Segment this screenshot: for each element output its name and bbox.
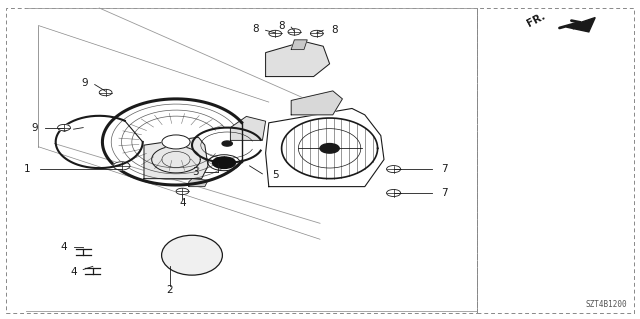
Circle shape: [387, 166, 401, 173]
Circle shape: [288, 29, 301, 35]
Circle shape: [269, 30, 282, 37]
Circle shape: [162, 135, 190, 149]
Polygon shape: [291, 40, 307, 49]
Text: 7: 7: [442, 164, 448, 174]
Text: 4: 4: [179, 198, 186, 208]
Text: 9: 9: [82, 78, 88, 88]
Polygon shape: [266, 41, 330, 77]
Polygon shape: [230, 116, 266, 140]
Text: 3: 3: [192, 167, 198, 177]
Ellipse shape: [161, 235, 223, 275]
Circle shape: [99, 89, 112, 96]
Circle shape: [320, 144, 339, 153]
Text: 2: 2: [166, 285, 173, 295]
Text: 5: 5: [272, 170, 278, 180]
Circle shape: [310, 30, 323, 37]
Circle shape: [212, 157, 236, 168]
Text: 9: 9: [32, 122, 38, 133]
Text: 8: 8: [278, 21, 285, 31]
Text: 8: 8: [332, 25, 338, 35]
Text: 4: 4: [61, 242, 67, 252]
Polygon shape: [189, 179, 208, 187]
Text: 6: 6: [61, 124, 67, 134]
Circle shape: [176, 188, 189, 195]
Polygon shape: [266, 108, 384, 187]
Polygon shape: [566, 18, 595, 32]
Circle shape: [113, 162, 130, 170]
Circle shape: [387, 189, 401, 197]
Polygon shape: [144, 137, 208, 179]
Text: 8: 8: [253, 24, 259, 34]
Text: 1: 1: [24, 164, 31, 174]
Polygon shape: [291, 91, 342, 115]
Text: FR.: FR.: [525, 11, 547, 29]
Text: SZT4B1200: SZT4B1200: [586, 300, 627, 309]
Text: 7: 7: [442, 188, 448, 198]
Text: 4: 4: [70, 267, 77, 277]
Circle shape: [58, 124, 70, 131]
Circle shape: [222, 141, 232, 146]
